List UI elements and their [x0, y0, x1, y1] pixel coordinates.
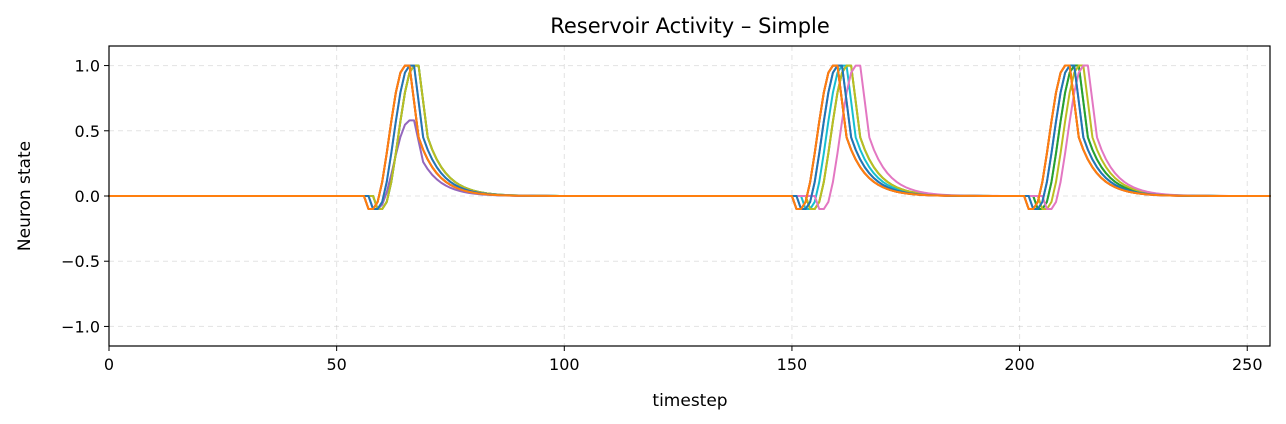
- y-tick-label: 1.0: [75, 57, 100, 76]
- x-tick-label: 0: [104, 355, 114, 374]
- series-line-9: [108, 64, 1271, 211]
- series-group: [108, 64, 1271, 211]
- y-tick-label: 0.5: [75, 122, 100, 141]
- y-tick-label: −1.0: [61, 317, 100, 336]
- x-tick-label: 50: [326, 355, 346, 374]
- x-axis-label: timestep: [652, 391, 727, 411]
- series-line-2: [108, 64, 1271, 211]
- series-line-3: [108, 64, 1271, 211]
- x-tick-label: 150: [777, 355, 808, 374]
- x-tick-label: 100: [549, 355, 580, 374]
- series-line-6: [108, 64, 1271, 211]
- chart-title: Reservoir Activity – Simple: [550, 14, 830, 38]
- y-tick-label: 0.0: [75, 187, 100, 206]
- x-tick-label: 200: [1004, 355, 1035, 374]
- series-line-5: [108, 64, 1271, 211]
- y-axis: −1.0 −0.5 0.0 0.5 1.0: [61, 57, 109, 336]
- series-line-4: [108, 64, 1271, 211]
- x-tick-label: 250: [1232, 355, 1263, 374]
- x-axis: 0 50 100 150 200 250: [104, 346, 1263, 374]
- y-axis-label: Neuron state: [15, 141, 35, 251]
- series-line-7: [108, 64, 1271, 211]
- y-tick-label: −0.5: [61, 252, 100, 271]
- series-line-8: [108, 64, 1271, 211]
- series-line-1: [108, 64, 1271, 211]
